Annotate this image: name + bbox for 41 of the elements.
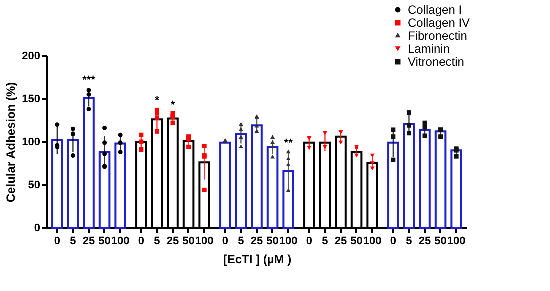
annotation: * [170, 99, 176, 112]
x-tick-label: 50 [350, 236, 363, 248]
legend-label: Fibronectin [408, 29, 468, 43]
y-axis-title: Celular Adhesion (%) [4, 82, 18, 203]
x-tick-label: 25 [82, 236, 96, 248]
x-tick-label: 5 [238, 236, 244, 248]
text: Laminin [408, 42, 450, 56]
y-tick-label: 50 [28, 180, 40, 192]
x-tick-label: 100 [195, 236, 214, 248]
x-tick-label: 50 [98, 236, 111, 248]
x-tick-label: 0 [306, 236, 312, 248]
x-tick-label: 50 [182, 236, 195, 248]
y-tick-label: 100 [22, 136, 40, 148]
x-tick-label: 100 [111, 236, 130, 248]
x-tick-label: 50 [434, 236, 447, 248]
x-tick-label: 5 [154, 236, 160, 248]
x-tick-label: 100 [447, 236, 466, 248]
legend-label: Vitronectin [408, 55, 464, 69]
x-tick-label: 25 [250, 236, 264, 248]
annotation: ** [284, 137, 294, 150]
x-tick-label: 100 [279, 236, 298, 248]
annotation: *** [82, 74, 96, 87]
x-tick-label: 0 [390, 236, 396, 248]
y-tick-label: 150 [22, 94, 40, 106]
annotation: * [155, 95, 160, 108]
x-tick-label: 50 [266, 236, 279, 248]
x-tick-label: 5 [406, 236, 412, 248]
x-tick-label: 25 [418, 236, 432, 248]
x-tick-label: 25 [334, 236, 348, 248]
legend-label: Collagen IV [408, 16, 470, 30]
x-tick-label: 0 [138, 236, 144, 248]
y-tick-label: 0 [34, 222, 40, 234]
x-tick-label: 25 [166, 236, 180, 248]
x-tick-label: 0 [222, 236, 228, 248]
x-axis-title: [EcTI ] (µM ) [223, 252, 292, 266]
x-tick-label: 100 [363, 236, 382, 248]
x-tick-label: 0 [54, 236, 60, 248]
legend-label: Collagen I [408, 3, 462, 17]
y-tick-label: 200 [22, 50, 40, 62]
x-tick-label: 5 [322, 236, 328, 248]
x-tick-label: 5 [70, 236, 76, 248]
